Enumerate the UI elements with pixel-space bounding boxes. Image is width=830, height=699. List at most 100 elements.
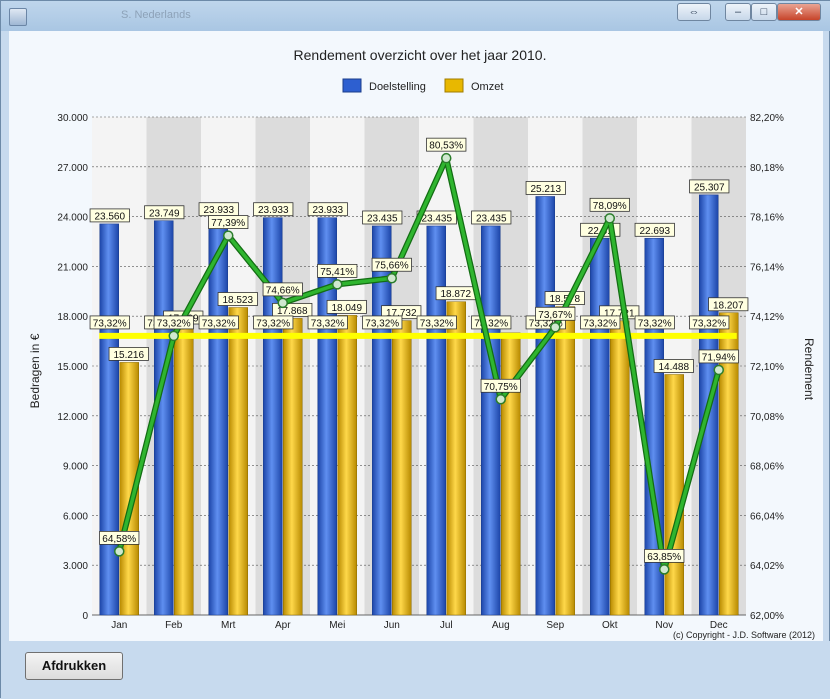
data-label-rendement-box [480, 378, 521, 393]
data-label-omzet: 17.732 [386, 308, 417, 319]
chart-title: Rendement overzicht over het jaar 2010. [294, 47, 547, 63]
data-label-average: 73,32% [692, 318, 726, 329]
rendement-point [495, 394, 506, 405]
data-label-average-box [416, 315, 457, 330]
data-label-rendement: 71,94% [702, 352, 736, 363]
legend-swatch-doelstelling [342, 78, 362, 93]
data-label-rendement-box [317, 263, 358, 278]
y-tick-label: 3.000 [63, 561, 88, 572]
data-label-doelstelling-box [471, 210, 512, 225]
maximize-button[interactable]: □ [751, 3, 777, 21]
rendement-point [604, 213, 615, 224]
data-label-doelstelling: 23.435 [367, 213, 398, 224]
data-label-average: 73,32% [529, 318, 563, 329]
data-label-rendement-box [426, 137, 467, 152]
y-tick-label: 27.000 [57, 163, 88, 174]
y-tick-label: 21.000 [57, 262, 88, 273]
bar-omzet [283, 318, 303, 616]
bottom-bar [1, 641, 830, 699]
rendement-point [168, 330, 179, 342]
rendement-point [223, 230, 234, 241]
y-tick-label: 6.000 [63, 511, 88, 522]
x-tick-label: Feb [165, 620, 183, 631]
y2-tick-label: 76,14% [750, 262, 784, 273]
bar-omzet [446, 301, 466, 616]
data-label-average-box [689, 315, 730, 330]
data-label-rendement: 80,53% [429, 141, 463, 152]
x-tick-label: Nov [655, 620, 673, 631]
data-label-doelstelling: 23.435 [421, 213, 452, 224]
title-bar[interactable]: S. Nederlands ⇔ – □ ✕ [1, 1, 830, 31]
rendement-point [277, 297, 288, 309]
data-label-doelstelling-box [525, 181, 566, 195]
data-label-doelstelling-box [362, 210, 403, 225]
bar-doelstelling [99, 223, 119, 616]
data-label-average: 73,32% [311, 318, 345, 329]
data-label-doelstelling-box [144, 205, 185, 220]
bar-omzet [119, 362, 139, 616]
data-label-doelstelling-box [689, 179, 730, 194]
data-label-rendement: 75,41% [320, 267, 354, 278]
data-label-doelstelling: 23.560 [94, 211, 125, 222]
bar-doelstelling [263, 217, 283, 616]
data-label-omzet-box [108, 347, 149, 361]
y-tick-label: 12.000 [57, 412, 88, 423]
bar-omzet [664, 374, 684, 616]
data-label-average-box [89, 315, 130, 330]
bar-omzet [719, 312, 739, 616]
data-label-doelstelling: 22.693 [639, 226, 670, 237]
bar-omzet [392, 320, 412, 616]
y-tick-label: 15.000 [57, 362, 88, 373]
data-label-rendement-box [262, 282, 303, 297]
rendement-point [441, 152, 452, 164]
x-tick-label: Jul [440, 620, 453, 631]
data-label-average-box [580, 315, 621, 330]
data-label-omzet: 18.872 [440, 289, 471, 300]
bar-doelstelling [535, 196, 555, 616]
y2-tick-label: 80,18% [750, 163, 784, 174]
rendement-line [117, 156, 721, 572]
print-button[interactable]: Afdrukken [25, 652, 123, 680]
copyright-text: (c) Copyright - J.D. Software (2012) [673, 630, 815, 640]
data-label-rendement-box [644, 548, 685, 563]
y2-axis-label: Rendement [802, 338, 816, 401]
x-tick-label: Apr [275, 620, 291, 631]
data-label-doelstelling-box [89, 208, 130, 223]
data-label-rendement-box [208, 215, 249, 229]
data-label-doelstelling: 23.749 [149, 208, 180, 219]
bar-omzet [501, 332, 521, 616]
close-button[interactable]: ✕ [777, 3, 821, 21]
data-label-rendement-box [535, 306, 576, 321]
legend-swatch-omzet [444, 78, 464, 93]
bar-omzet [610, 320, 630, 616]
data-label-average: 73,32% [420, 318, 454, 329]
x-tick-label: Mei [329, 620, 345, 631]
minimize-button[interactable]: – [725, 3, 751, 21]
y-tick-label: 24.000 [57, 213, 88, 224]
data-label-rendement-box [371, 257, 412, 272]
app-icon [9, 8, 27, 26]
rendement-point [386, 272, 397, 284]
bar-doelstelling [426, 225, 446, 616]
y-tick-label: 9.000 [63, 462, 88, 473]
data-label-doelstelling-box [307, 202, 348, 217]
x-tick-label: Okt [602, 620, 618, 631]
bar-doelstelling [372, 225, 392, 616]
data-label-rendement-box [99, 530, 140, 545]
data-label-omzet: 17.721 [604, 308, 635, 319]
data-label-rendement-box [153, 315, 194, 330]
data-label-rendement: 77,39% [211, 218, 245, 229]
y2-tick-label: 78,16% [750, 213, 784, 224]
data-label-doelstelling: 23.933 [312, 205, 343, 216]
legend-label-omzet: Omzet [471, 81, 503, 93]
data-label-omzet-box [326, 299, 367, 314]
data-label-omzet: 18.523 [222, 295, 253, 306]
chart-legend: Doelstelling Omzet [342, 78, 503, 93]
bar-doelstelling [154, 220, 174, 616]
restore-window-button[interactable]: ⇔ [677, 3, 711, 21]
data-label-omzet-box [653, 359, 694, 373]
rendement-point [550, 322, 561, 333]
bar-doelstelling [208, 217, 228, 616]
data-label-average-box [253, 315, 294, 330]
